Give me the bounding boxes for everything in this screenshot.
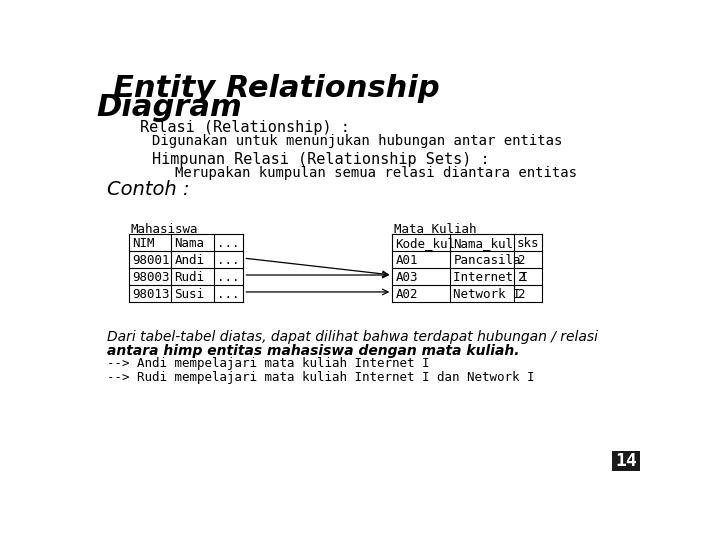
Text: 98001: 98001 [132, 254, 169, 267]
Text: Dari tabel-tabel diatas, dapat dilihat bahwa terdapat hubungan / relasi: Dari tabel-tabel diatas, dapat dilihat b… [107, 330, 598, 343]
Text: A03: A03 [395, 271, 418, 284]
Text: Digunakan untuk menunjukan hubungan antar entitas: Digunakan untuk menunjukan hubungan anta… [152, 134, 562, 148]
Text: Susi: Susi [174, 288, 204, 301]
Text: Nama_kul: Nama_kul [454, 237, 513, 250]
Text: 2: 2 [517, 288, 525, 301]
Text: Internet I: Internet I [454, 271, 528, 284]
Text: ...: ... [217, 254, 240, 267]
FancyBboxPatch shape [612, 451, 640, 471]
Text: 2: 2 [517, 254, 525, 267]
Text: ...: ... [217, 237, 240, 250]
Text: Diagram: Diagram [96, 93, 242, 122]
Text: 14: 14 [616, 453, 637, 470]
Text: A02: A02 [395, 288, 418, 301]
Text: A01: A01 [395, 254, 418, 267]
Text: Mata Kuliah: Mata Kuliah [394, 224, 477, 237]
Text: 98013: 98013 [132, 288, 169, 301]
Text: Andi: Andi [174, 254, 204, 267]
Text: Relasi (Relationship) :: Relasi (Relationship) : [140, 120, 350, 135]
Text: sks: sks [517, 237, 539, 250]
Text: Pancasila: Pancasila [454, 254, 521, 267]
Text: Contoh :: Contoh : [107, 180, 189, 199]
Text: Himpunan Relasi (Relationship Sets) :: Himpunan Relasi (Relationship Sets) : [152, 152, 490, 167]
Text: --> Andi mempelajari mata kuliah Internet I: --> Andi mempelajari mata kuliah Interne… [107, 357, 430, 370]
Text: NIM: NIM [132, 237, 154, 250]
Text: 98003: 98003 [132, 271, 169, 284]
Text: ...: ... [217, 288, 240, 301]
Text: Merupakan kumpulan semua relasi diantara entitas: Merupakan kumpulan semua relasi diantara… [175, 166, 577, 180]
Text: Kode_kul: Kode_kul [395, 237, 455, 250]
Text: Rudi: Rudi [174, 271, 204, 284]
Text: Entity Relationship: Entity Relationship [113, 74, 440, 103]
Text: antara himp entitas mahasiswa dengan mata kuliah.: antara himp entitas mahasiswa dengan mat… [107, 343, 520, 357]
Text: Nama: Nama [174, 237, 204, 250]
Text: 2: 2 [517, 271, 525, 284]
Text: Mahasiswa: Mahasiswa [130, 224, 198, 237]
Text: ...: ... [217, 271, 240, 284]
Text: Network I: Network I [454, 288, 521, 301]
Text: --> Rudi mempelajari mata kuliah Internet I dan Network I: --> Rudi mempelajari mata kuliah Interne… [107, 372, 534, 384]
